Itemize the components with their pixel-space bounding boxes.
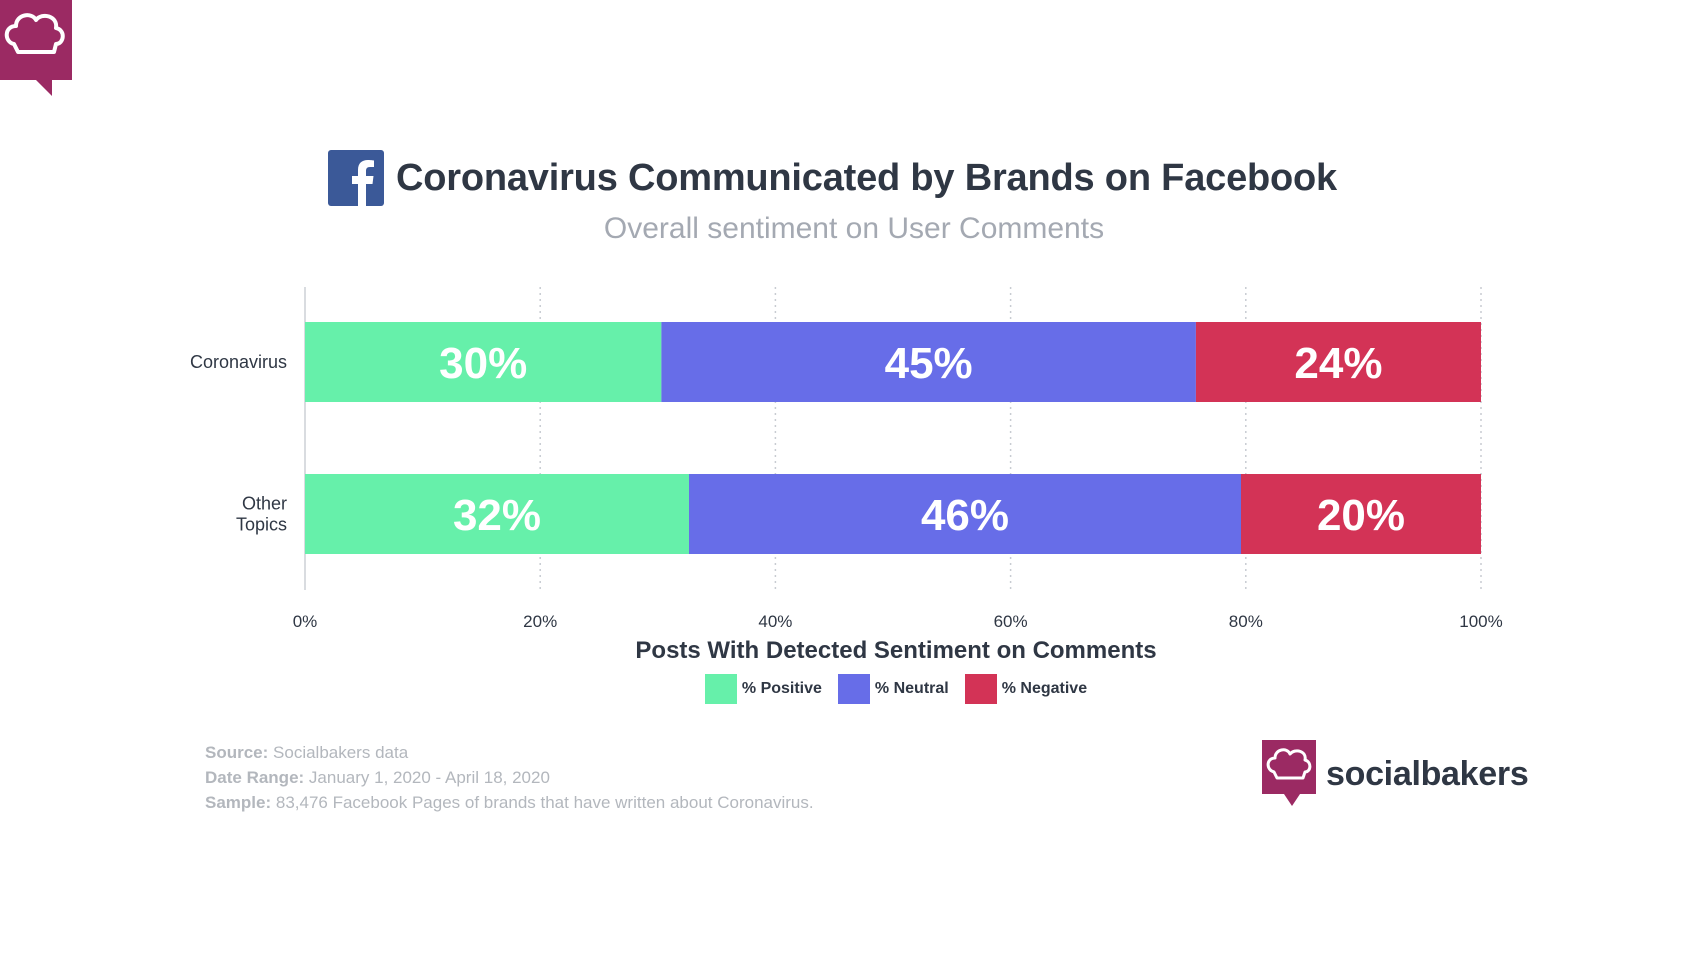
sample-label: Sample: [205, 793, 272, 812]
bar-segment [305, 322, 662, 402]
x-tick-label: 80% [1229, 612, 1263, 631]
legend-label: % Negative [1001, 680, 1088, 697]
source-notes: Source: Socialbakers data Date Range: Ja… [205, 740, 814, 815]
legend-swatch [964, 674, 997, 704]
category-label: Coronavirus [190, 352, 287, 372]
bar-value-label: 20% [1317, 491, 1405, 540]
bar-value-label: 24% [1294, 339, 1382, 388]
source-line: Source: Socialbakers data [205, 740, 814, 765]
bar-segment [305, 474, 689, 554]
date-range-label: Date Range: [205, 768, 305, 787]
date-range-value: January 1, 2020 - April 18, 2020 [304, 768, 550, 787]
source-value: Socialbakers data [268, 743, 409, 762]
bar-segment [661, 322, 1196, 402]
x-tick-label: 100% [1459, 612, 1502, 631]
facebook-icon [328, 150, 384, 206]
bar-value-label: 45% [885, 339, 973, 388]
chart-subtitle-text: Overall sentiment on User Comments [603, 212, 1105, 245]
legend-item: % Neutral [837, 674, 949, 704]
legend-item: % Positive [704, 674, 822, 704]
x-tick-label: 20% [523, 612, 557, 631]
category-label: Other [242, 494, 287, 514]
sample-value: 83,476 Facebook Pages of brands that hav… [271, 793, 814, 812]
brand-logo: socialbakers [1262, 740, 1529, 808]
legend-swatch [704, 674, 737, 704]
legend-label: % Neutral [874, 680, 949, 697]
chart-subtitle: Overall sentiment on User Comments [0, 212, 1706, 246]
chef-hat-speech-bubble-icon [1262, 740, 1316, 806]
sample-line: Sample: 83,476 Facebook Pages of brands … [205, 790, 814, 815]
bar-value-label: 32% [453, 491, 541, 540]
x-tick-label: 60% [994, 612, 1028, 631]
x-axis-title: Posts With Detected Sentiment on Comment… [635, 637, 1157, 664]
x-tick-label: 0% [293, 612, 318, 631]
legend-swatch [837, 674, 870, 704]
category-label: Topics [236, 515, 287, 535]
bar-value-label: 46% [921, 491, 1009, 540]
source-label: Source: [205, 743, 269, 762]
x-tick-label: 40% [758, 612, 792, 631]
bar-segment [1241, 474, 1481, 554]
bar-segment [689, 474, 1241, 554]
title-row: Coronavirus Communicated by Brands on Fa… [328, 150, 1337, 206]
bar-value-label: 30% [439, 339, 527, 388]
brand-name: socialbakers [1326, 754, 1529, 793]
corner-logo-icon [0, 0, 72, 96]
legend: % Positive % Neutral % Negative [0, 674, 1706, 704]
bar-segment [1195, 322, 1481, 402]
legend-label: % Positive [741, 680, 822, 697]
chart-title: Coronavirus Communicated by Brands on Fa… [396, 156, 1337, 199]
date-range-line: Date Range: January 1, 2020 - April 18, … [205, 765, 814, 790]
legend-item: % Negative [964, 674, 1088, 704]
